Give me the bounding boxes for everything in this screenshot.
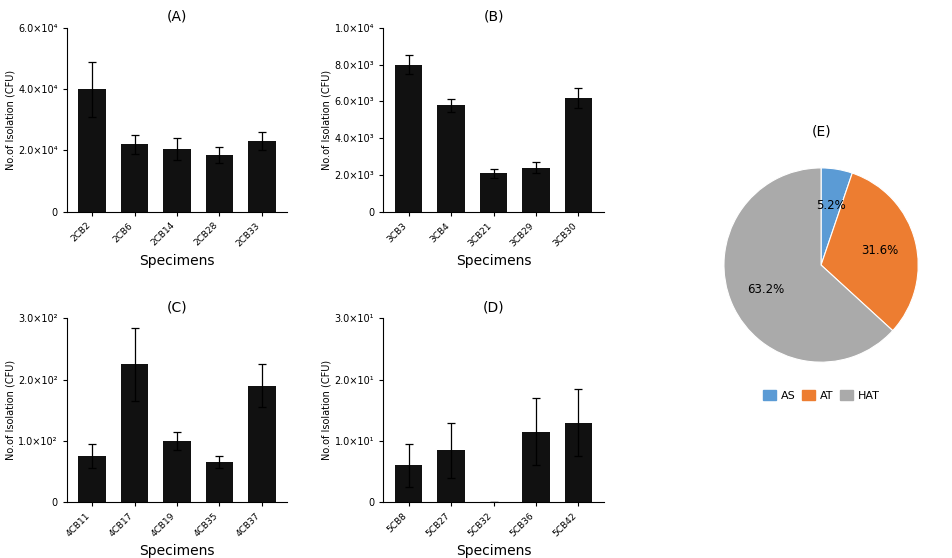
Text: 5.2%: 5.2% <box>816 199 845 212</box>
Title: (B): (B) <box>484 10 504 24</box>
Wedge shape <box>724 168 893 362</box>
X-axis label: Specimens: Specimens <box>456 254 531 268</box>
Bar <box>163 441 190 502</box>
Bar <box>78 456 106 502</box>
Bar <box>395 65 423 211</box>
Text: 63.2%: 63.2% <box>747 283 784 296</box>
X-axis label: Specimens: Specimens <box>139 544 215 558</box>
X-axis label: Specimens: Specimens <box>139 253 215 267</box>
Y-axis label: No.of Isolation (CFU): No.of Isolation (CFU) <box>5 360 15 460</box>
Bar <box>78 89 106 211</box>
Title: (E): (E) <box>811 124 831 138</box>
Y-axis label: No.of Isolation (CFU): No.of Isolation (CFU) <box>322 70 331 170</box>
Bar <box>248 386 276 502</box>
Bar <box>121 364 149 502</box>
Bar <box>565 98 592 211</box>
Title: (D): (D) <box>483 300 505 314</box>
Bar <box>437 450 465 502</box>
Bar <box>480 173 507 211</box>
Bar <box>437 105 465 211</box>
Bar <box>523 167 549 211</box>
Y-axis label: No.of Isolation (CFU): No.of Isolation (CFU) <box>322 360 331 460</box>
Text: 31.6%: 31.6% <box>861 244 898 257</box>
Bar <box>248 141 276 211</box>
Bar <box>163 149 190 211</box>
Bar <box>565 422 592 502</box>
Title: (C): (C) <box>167 300 188 314</box>
Y-axis label: No.of Isolation (CFU): No.of Isolation (CFU) <box>5 70 15 170</box>
Bar <box>523 432 549 502</box>
Bar <box>395 465 423 502</box>
Bar <box>206 463 233 502</box>
Title: (A): (A) <box>167 10 188 24</box>
Bar <box>121 145 149 211</box>
X-axis label: Specimens: Specimens <box>456 544 531 558</box>
Legend: AS, AT, HAT: AS, AT, HAT <box>758 386 883 405</box>
Wedge shape <box>821 173 918 331</box>
Bar <box>206 155 233 211</box>
Wedge shape <box>821 168 852 265</box>
